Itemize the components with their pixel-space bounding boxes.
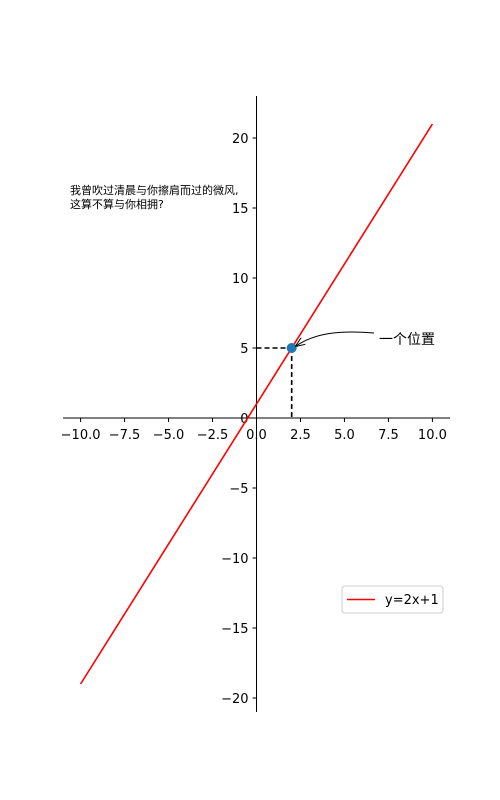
x-tick-label: 5.0 — [334, 428, 355, 443]
x-ticks: −10.0 −7.5 −5.0 −2.5 0.0 2.5 5.0 7.5 10.0 — [61, 418, 447, 443]
highlight-point — [286, 343, 297, 353]
annotation-text-line2: 这算不算与你相拥? — [70, 197, 164, 211]
point-annotation-label: 一个位置 — [379, 332, 435, 348]
x-tick-label: −10.0 — [61, 428, 101, 443]
y-tick-label: −10 — [221, 552, 248, 567]
y-tick-label: 5 — [240, 342, 248, 357]
annotation-arrow — [296, 331, 375, 346]
annotation-text-line1: 我曾吹过清晨与你擦肩而过的微风, — [70, 183, 239, 197]
x-tick-label: −2.5 — [197, 428, 229, 443]
x-tick-label: 7.5 — [378, 428, 399, 443]
y-tick-label: 20 — [232, 132, 249, 147]
legend-box — [341, 585, 444, 614]
y-tick-label: 0 — [240, 412, 248, 427]
x-tick-label: 10.0 — [418, 428, 447, 443]
y-tick-label: −20 — [221, 692, 248, 707]
y-ticks: −20 −15 −10 −5 0 5 10 15 20 — [221, 132, 257, 707]
x-tick-label: 2.5 — [290, 428, 311, 443]
legend-label: y=2x+1 — [385, 593, 439, 608]
legend: y=2x+1 — [341, 585, 444, 614]
y-tick-label: −5 — [229, 482, 248, 497]
x-tick-label: 0.0 — [246, 428, 267, 443]
x-tick-label: −5.0 — [153, 428, 185, 443]
y-tick-label: 10 — [232, 272, 249, 287]
x-tick-label: −7.5 — [109, 428, 141, 443]
y-tick-label: 15 — [232, 202, 249, 217]
y-tick-label: −15 — [221, 622, 248, 637]
series-line — [79, 123, 434, 685]
